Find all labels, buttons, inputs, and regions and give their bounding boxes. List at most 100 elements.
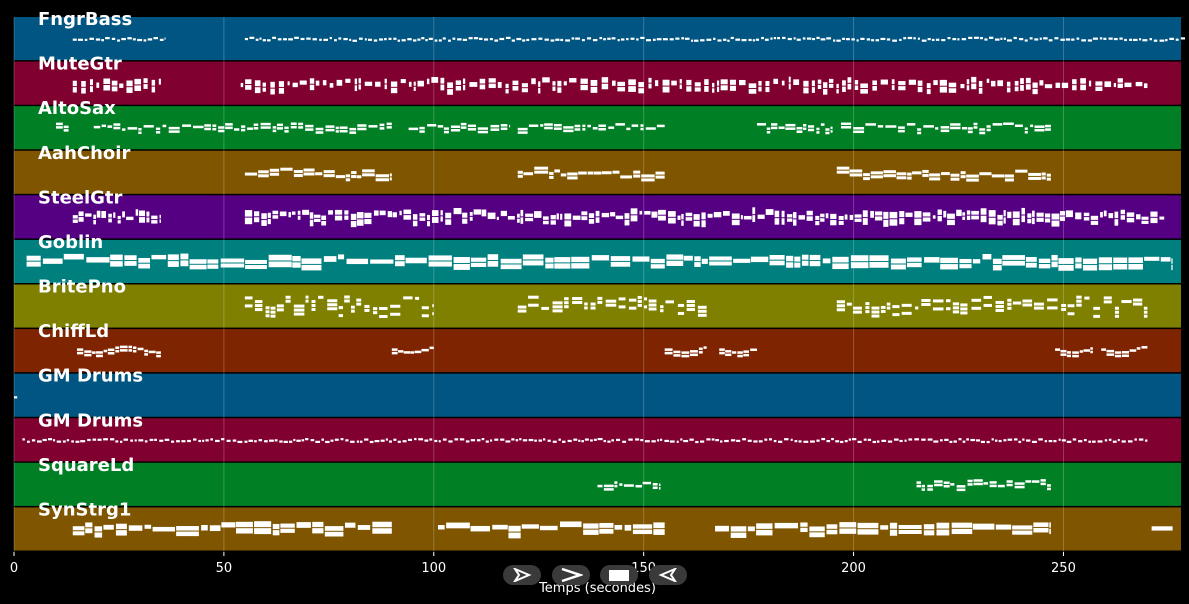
note	[290, 122, 297, 125]
note	[122, 211, 125, 218]
note	[673, 350, 681, 354]
note	[442, 37, 446, 40]
note	[802, 124, 807, 127]
note	[793, 212, 797, 219]
note	[1041, 176, 1046, 180]
note	[96, 354, 103, 358]
note	[547, 439, 551, 442]
note	[525, 217, 534, 222]
note	[676, 440, 679, 443]
note	[764, 438, 768, 441]
note	[155, 127, 161, 131]
note	[860, 37, 865, 40]
note	[1039, 37, 1042, 40]
note	[386, 126, 392, 129]
note	[673, 354, 681, 357]
note	[960, 303, 968, 307]
stop-button[interactable]	[600, 565, 638, 585]
note	[769, 255, 785, 260]
note	[595, 217, 600, 223]
note	[630, 37, 635, 40]
note	[820, 213, 825, 218]
note	[500, 210, 507, 217]
note	[500, 127, 508, 131]
note	[889, 522, 898, 529]
note	[1138, 438, 1144, 441]
note	[368, 125, 378, 128]
note	[119, 83, 124, 88]
note	[126, 87, 133, 93]
note	[635, 484, 642, 488]
note	[730, 439, 736, 442]
note	[869, 262, 889, 268]
note	[85, 522, 93, 528]
note	[1090, 220, 1099, 225]
note	[434, 439, 438, 443]
note	[372, 311, 378, 315]
note	[638, 82, 645, 88]
note	[470, 262, 487, 267]
note	[598, 127, 606, 131]
note	[653, 522, 665, 529]
note	[966, 178, 979, 182]
note	[350, 305, 355, 309]
note	[254, 87, 261, 94]
note	[151, 254, 167, 260]
note	[220, 258, 245, 263]
note	[917, 128, 922, 131]
note	[356, 298, 362, 302]
note	[1165, 39, 1168, 42]
note	[1044, 213, 1051, 218]
note	[560, 521, 582, 528]
note	[1025, 77, 1031, 84]
note	[417, 80, 424, 87]
note	[1049, 522, 1051, 528]
note	[757, 214, 765, 219]
play-button[interactable]	[503, 565, 541, 585]
note	[321, 215, 327, 221]
note	[138, 257, 151, 263]
note	[168, 130, 180, 133]
note	[880, 79, 888, 85]
note	[695, 440, 699, 444]
note	[115, 440, 119, 443]
note	[85, 528, 93, 534]
note	[611, 439, 614, 442]
note	[960, 83, 965, 89]
note	[232, 439, 237, 442]
note	[883, 174, 896, 178]
note	[1075, 212, 1082, 220]
rewind-button[interactable]	[649, 565, 687, 585]
note	[622, 440, 627, 443]
note	[854, 85, 859, 91]
note	[1003, 210, 1006, 217]
note	[467, 124, 477, 128]
note	[290, 125, 297, 129]
note	[597, 437, 603, 441]
note	[115, 530, 127, 536]
note	[584, 306, 588, 310]
note	[966, 438, 969, 441]
note	[522, 254, 544, 260]
note	[983, 295, 992, 299]
note	[1025, 257, 1037, 262]
note	[542, 77, 550, 83]
note	[656, 124, 665, 128]
note	[187, 439, 191, 443]
note	[144, 349, 149, 353]
forward-button[interactable]	[552, 565, 590, 585]
note	[181, 440, 186, 443]
note	[356, 302, 362, 306]
note	[1104, 439, 1108, 442]
note	[151, 215, 158, 220]
note	[932, 299, 944, 303]
note	[103, 85, 111, 91]
note	[1136, 214, 1141, 220]
note	[908, 79, 917, 85]
note	[1034, 38, 1039, 41]
note	[686, 86, 692, 92]
note	[280, 523, 295, 528]
note	[550, 215, 556, 220]
note	[598, 124, 606, 127]
note	[794, 440, 798, 443]
